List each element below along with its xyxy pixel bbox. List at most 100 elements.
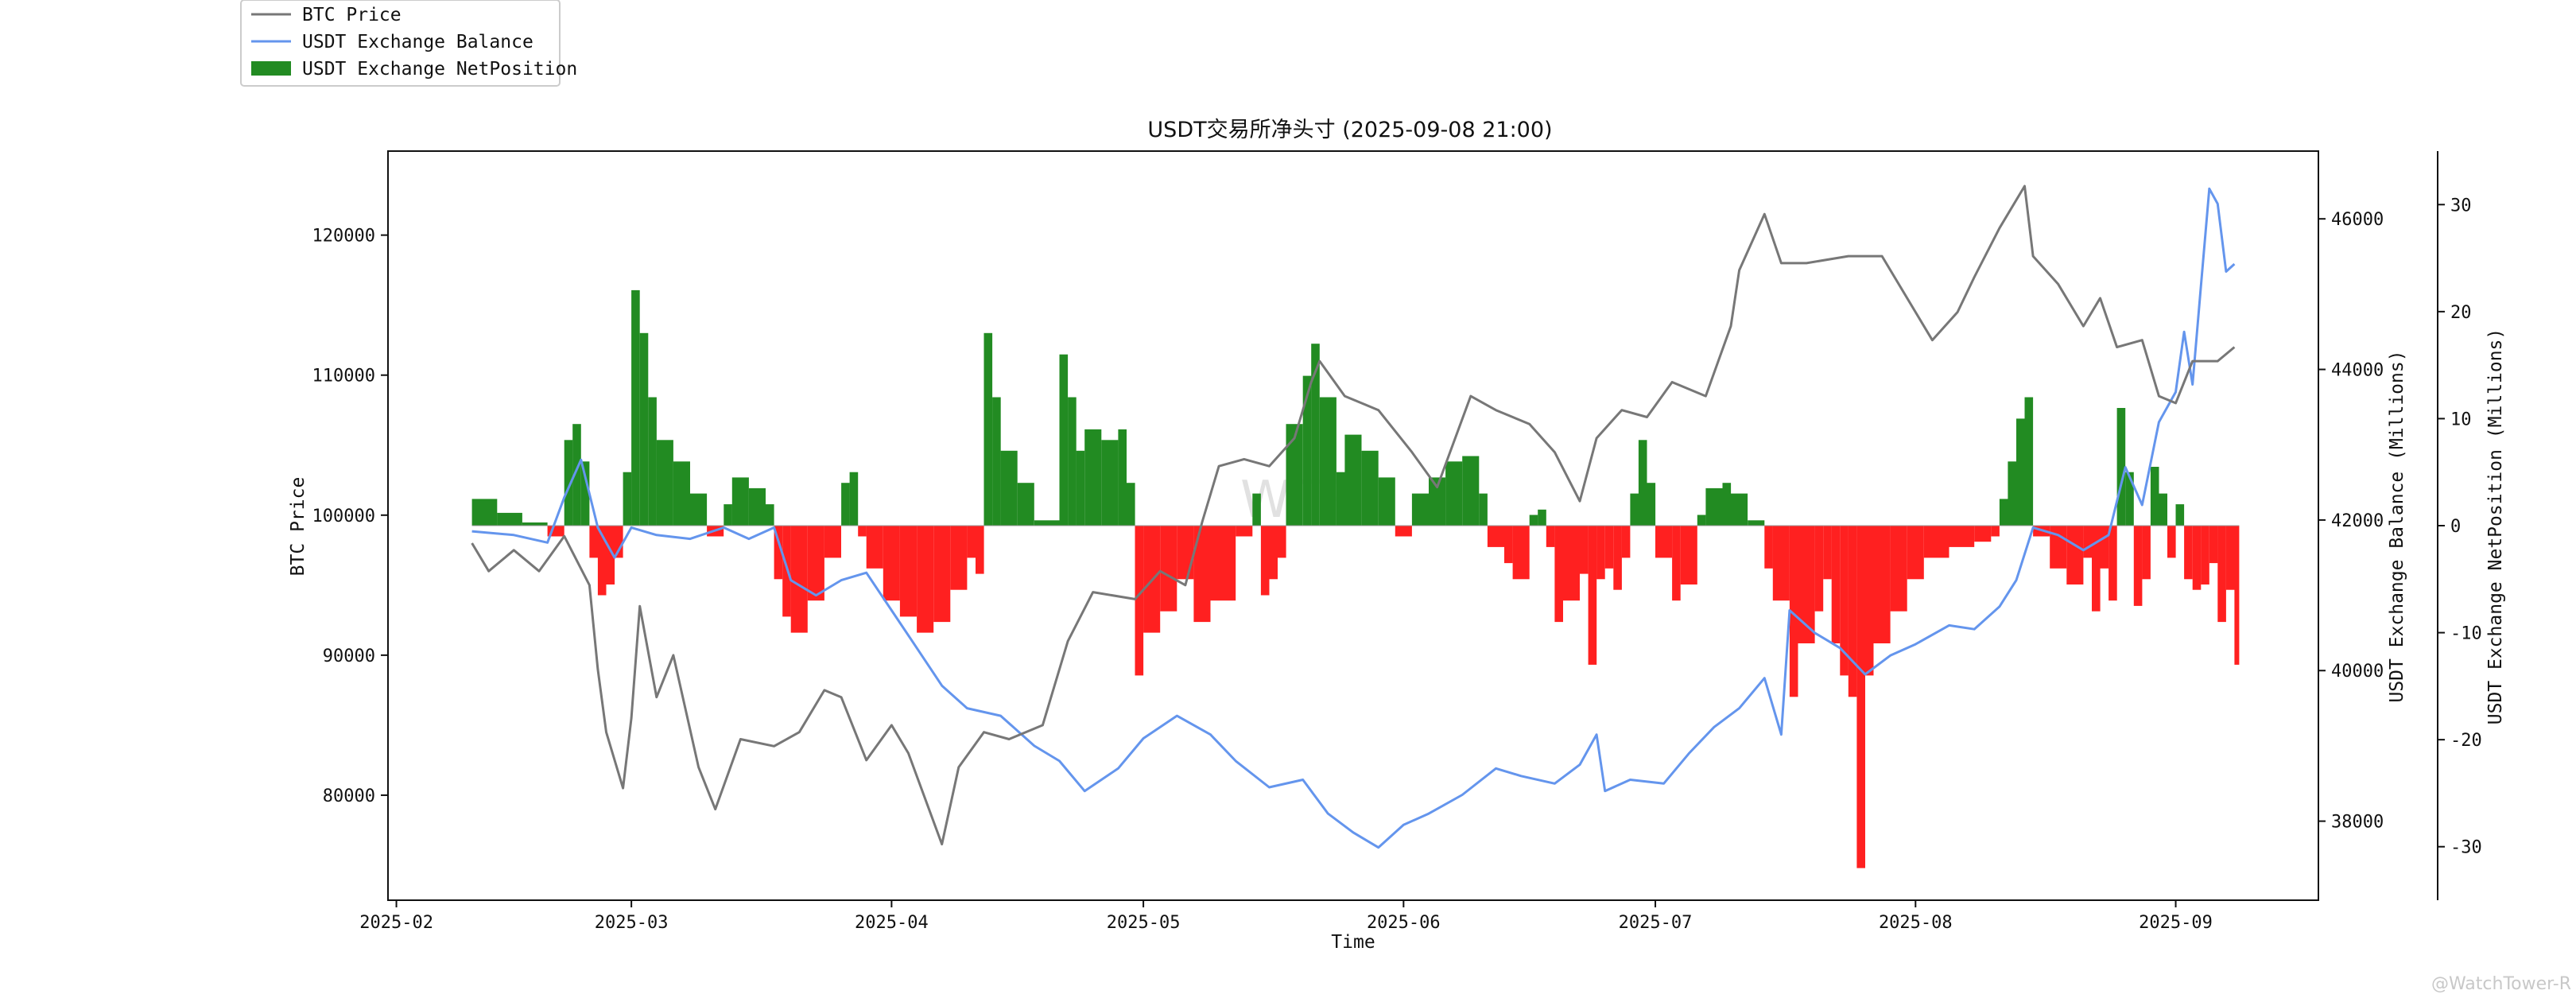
netposition-bar xyxy=(1907,526,1924,580)
netposition-bar xyxy=(790,526,808,633)
netposition-bar xyxy=(648,397,657,526)
netposition-bar xyxy=(1319,397,1336,526)
x-tick-label: 2025-04 xyxy=(855,913,929,933)
netposition-bar xyxy=(572,424,581,526)
netposition-bar xyxy=(1562,526,1580,601)
netposition-bar xyxy=(724,504,732,526)
y-tick-label-btc: 100000 xyxy=(312,507,375,526)
netposition-bar xyxy=(1974,526,1992,542)
netposition-bar xyxy=(1722,483,1732,526)
netposition-bar xyxy=(858,526,867,537)
netposition-bar xyxy=(2192,526,2202,590)
netposition-bar xyxy=(2116,408,2126,526)
netposition-bar xyxy=(1512,526,1530,580)
netposition-bar xyxy=(2024,397,2034,526)
x-tick-label: 2025-05 xyxy=(1107,913,1181,933)
netposition-bar xyxy=(1580,526,1589,574)
netposition-bar xyxy=(1613,526,1622,590)
netposition-bar xyxy=(1596,526,1605,580)
netposition-bar xyxy=(976,526,984,574)
chart-title: USDT交易所净头寸 (2025-09-08 21:00) xyxy=(1147,118,1552,142)
netposition-bar xyxy=(1302,375,1312,526)
netposition-bar xyxy=(2133,526,2143,606)
netposition-bar xyxy=(522,522,548,526)
netposition-bar xyxy=(841,483,850,526)
netposition-bar xyxy=(597,526,607,596)
netposition-bar xyxy=(1991,526,2000,537)
series-line-usdt-balance xyxy=(471,187,2236,849)
y-axis-label-netposition: USDT Exchange NetPosition (Millions) xyxy=(2485,328,2506,725)
legend-label-balance: USDT Exchange Balance xyxy=(302,32,533,52)
y-tick-label-balance: 46000 xyxy=(2331,210,2384,230)
netposition-bar xyxy=(1798,526,1815,643)
netposition-bar xyxy=(1789,526,1798,697)
netposition-bar xyxy=(933,526,951,623)
x-tick-label: 2025-08 xyxy=(1879,913,1953,933)
netposition-bar xyxy=(2159,493,2167,526)
netposition-bar xyxy=(1034,520,1060,526)
y-tick-label-balance: 42000 xyxy=(2331,511,2384,531)
netposition-bars xyxy=(471,289,2240,868)
netposition-bar xyxy=(1831,526,1841,643)
legend-swatch-netposition xyxy=(251,61,291,76)
y-tick-label-balance: 38000 xyxy=(2331,813,2384,833)
netposition-bar xyxy=(1344,434,1362,526)
netposition-bar xyxy=(2109,526,2117,601)
netposition-bar xyxy=(1848,526,1857,697)
netposition-bar xyxy=(1890,526,1907,612)
legend-box xyxy=(240,0,561,87)
netposition-bar xyxy=(1068,397,1077,526)
netposition-bar xyxy=(1177,526,1194,580)
series-line-btc-price xyxy=(471,184,2236,846)
netposition-bar xyxy=(983,332,993,526)
netposition-bar xyxy=(866,526,883,569)
netposition-bar xyxy=(2016,418,2025,526)
netposition-bar xyxy=(2092,526,2101,612)
netposition-bar xyxy=(917,526,934,633)
netposition-bar xyxy=(1487,526,1504,547)
y-axis-label-balance: USDT Exchange Balance (Millions) xyxy=(2387,350,2407,702)
netposition-bar xyxy=(639,332,649,526)
netposition-bar xyxy=(992,397,1001,526)
netposition-bar xyxy=(673,461,690,526)
netposition-bar xyxy=(2083,526,2092,558)
x-tick-label: 2025-06 xyxy=(1367,913,1441,933)
netposition-bar xyxy=(2217,526,2226,623)
netposition-bar xyxy=(849,472,859,526)
netposition-bar xyxy=(1873,526,1891,643)
netposition-bar xyxy=(1923,526,1949,558)
netposition-bar xyxy=(1286,424,1303,526)
netposition-bar xyxy=(2008,461,2016,526)
y-tick-label-btc: 90000 xyxy=(323,647,375,666)
netposition-bar xyxy=(1278,526,1286,558)
x-tick-label: 2025-02 xyxy=(359,913,433,933)
netposition-bar xyxy=(1772,526,1790,601)
legend-label-netposition: USDT Exchange NetPosition xyxy=(302,59,577,80)
netposition-bar xyxy=(1554,526,1563,623)
netposition-bar xyxy=(1764,526,1773,569)
netposition-bar xyxy=(883,526,900,601)
netposition-bar xyxy=(1856,526,1865,868)
netposition-bar xyxy=(1378,477,1395,526)
netposition-bar xyxy=(2066,526,2084,584)
netposition-bar xyxy=(1999,499,2008,526)
netposition-bar xyxy=(1621,526,1631,558)
netposition-bar xyxy=(631,289,640,526)
netposition-bar xyxy=(1101,440,1119,526)
netposition-bar xyxy=(899,526,917,617)
netposition-bar xyxy=(1546,526,1555,547)
netposition-bar xyxy=(748,487,766,526)
y-tick-label-netposition: 30 xyxy=(2450,196,2472,216)
netposition-bar xyxy=(589,526,598,558)
netposition-bar xyxy=(1260,526,1270,596)
netposition-bar xyxy=(1864,526,1874,676)
y-tick-label-balance: 44000 xyxy=(2331,361,2384,381)
netposition-bar xyxy=(1529,515,1538,526)
netposition-bar xyxy=(2234,526,2240,665)
x-tick-label: 2025-09 xyxy=(2139,913,2213,933)
netposition-bar xyxy=(1504,526,1513,564)
netposition-bar xyxy=(1411,493,1429,526)
netposition-bar xyxy=(497,512,522,526)
netposition-bar xyxy=(1017,483,1034,526)
